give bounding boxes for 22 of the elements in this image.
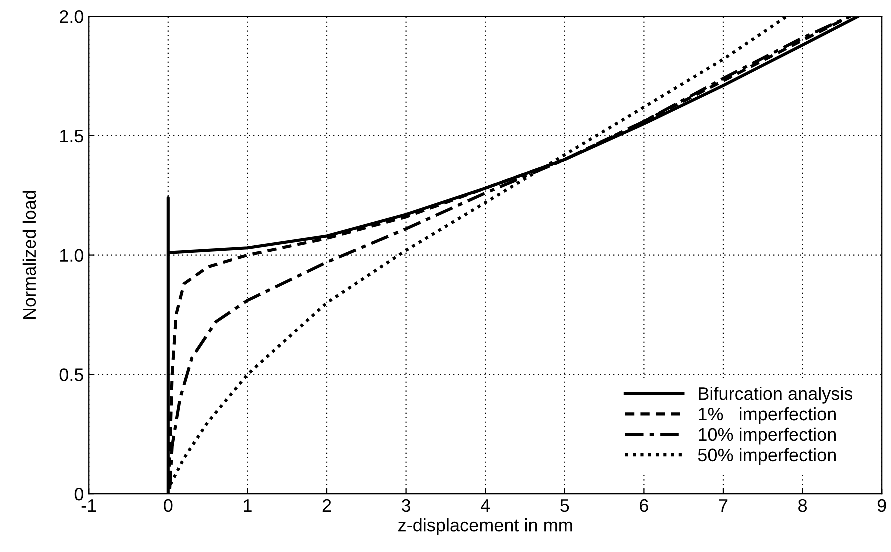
x-tick-label: 7 (719, 500, 728, 512)
x-tick-label: 8 (798, 499, 808, 512)
x-tick-label: 2 (322, 499, 332, 512)
x-tick-label: -1 (82, 500, 96, 512)
y-tick-label: 0 (74, 488, 84, 501)
x-tick-label: 5 (560, 500, 570, 512)
legend-label: 10% imperfection (699, 428, 836, 445)
x-tick-label: 9 (878, 499, 886, 512)
y-tick-label: 2.0 (60, 10, 84, 24)
x-tick-label: 0 (164, 499, 173, 512)
x-tick-label: 3 (402, 499, 411, 512)
y-tick-label: 1.0 (60, 249, 84, 262)
y-axis-title: Normalized load (22, 191, 36, 320)
x-axis-title: z-displacement in mm (398, 518, 572, 536)
legend-label: 50% imperfection (698, 448, 836, 466)
x-tick-label: 6 (640, 499, 648, 512)
legend-label: Bifurcation analysis (699, 386, 853, 404)
x-tick-label: 1 (244, 500, 252, 512)
y-tick-label: 0.5 (60, 368, 84, 382)
y-tick-label: 1.5 (60, 130, 84, 143)
legend-label: 1% imperfection (699, 407, 836, 424)
x-tick-label: 4 (480, 500, 490, 512)
